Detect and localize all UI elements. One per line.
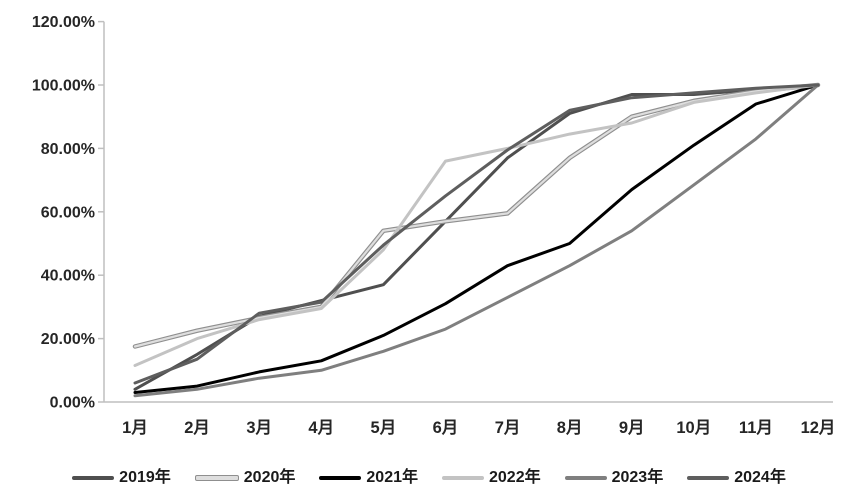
x-axis-label: 2月 [184, 418, 210, 437]
x-axis-label: 12月 [801, 418, 836, 437]
series-line-2020年-outline [132, 82, 821, 349]
legend-label: 2023年 [611, 469, 664, 486]
x-axis-label: 3月 [246, 418, 272, 437]
legend: 2019年 2020年 2021年 2022年 2023年 2024年 [0, 456, 858, 500]
x-axis-label: 8月 [557, 418, 583, 437]
legend-swatch-2022年 [442, 476, 484, 480]
series-line-2022年 [133, 83, 820, 367]
x-axis-label: 10月 [676, 418, 711, 437]
legend-label: 2022年 [489, 469, 541, 486]
series-line-2023年 [133, 83, 820, 398]
series-line-2024年 [133, 83, 820, 385]
y-axis-label: 100.00% [32, 78, 95, 95]
legend-item-2020年: 2020年 [194, 469, 296, 486]
legend-label: 2019年 [119, 469, 171, 486]
legend-swatch-2021年 [319, 476, 362, 480]
legend-swatch-2023年 [564, 476, 607, 480]
x-axis-label: 9月 [619, 418, 645, 437]
legend-label: 2020年 [243, 469, 296, 486]
y-axis-label: 120.00% [32, 14, 95, 31]
series-line-2021年 [133, 83, 820, 394]
plot-area: 0.00% 20.00% 40.00% 60.00% 80.00% 100.00% 120.… [32, 14, 836, 437]
legend-swatch-2024年 [687, 476, 730, 480]
legend-item-2019年: 2019年 [72, 470, 171, 486]
legend-item-2022年: 2022年 [442, 470, 541, 486]
y-axis-label: 40.00% [41, 268, 95, 285]
x-axis-label: 6月 [433, 418, 459, 437]
x-axis-label: 4月 [308, 418, 334, 437]
y-axis-label: 0.00% [50, 395, 95, 412]
y-axis-label: 60.00% [41, 204, 95, 221]
x-axis-label: 7月 [495, 418, 521, 437]
legend-item-2021年: 2021年 [319, 470, 418, 486]
legend-swatch-2020年 [194, 475, 239, 481]
legend-item-2023年: 2023年 [564, 469, 664, 486]
x-axis-label: 5月 [371, 418, 397, 437]
x-axis-label: 11月 [739, 418, 773, 437]
y-axis-label: 80.00% [41, 141, 95, 158]
legend-label: 2024年 [734, 469, 786, 486]
legend-label: 2021年 [366, 469, 418, 486]
legend-item-2024年: 2024年 [687, 470, 786, 486]
legend-swatch-2019年 [72, 476, 115, 480]
y-axis-label: 20.00% [41, 331, 95, 348]
x-axis-label: 1月 [122, 418, 148, 437]
